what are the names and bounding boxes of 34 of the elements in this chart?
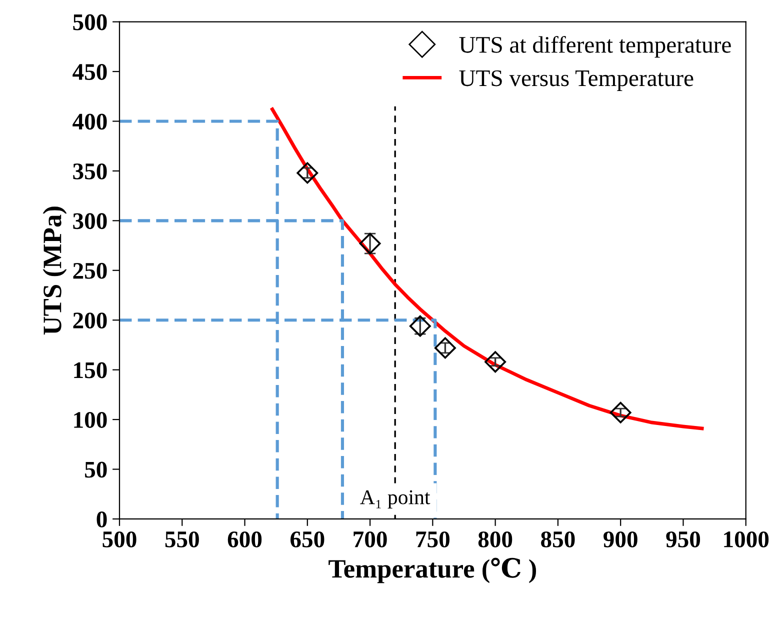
x-tick-label: 550: [165, 531, 199, 548]
point: [359, 232, 381, 254]
point: [610, 402, 632, 424]
x-tick-label: 750: [416, 531, 450, 548]
point: [484, 351, 506, 373]
ref-line-label: A₁ point: [360, 490, 430, 509]
y-tick-label: 350: [73, 163, 107, 180]
y-tick-label: 150: [74, 362, 107, 378]
y-tick-label: 200: [73, 312, 107, 329]
x-tick-label: 650: [290, 531, 324, 548]
y-tick-label: 100: [74, 412, 107, 428]
x-tick-label: 700: [354, 531, 387, 548]
x-tick-label: 500: [102, 531, 136, 548]
legend-label: UTS versus Temperature: [459, 70, 694, 91]
x-tick-label: 1000: [724, 531, 769, 548]
point: [434, 337, 456, 359]
x-tick-label: 850: [541, 531, 575, 548]
y-tick-label: 300: [73, 213, 107, 230]
x-tick-label: 950: [666, 531, 700, 548]
x-tick-label: 800: [478, 531, 512, 548]
point: [296, 162, 318, 184]
line-series: [270, 108, 704, 430]
y-tick-label: 250: [73, 262, 107, 279]
y-tick-label: 400: [72, 114, 107, 130]
y-tick-label: 0: [96, 511, 107, 528]
legend-label: UTS at different temperature: [459, 36, 731, 58]
point: [409, 315, 431, 337]
x-axis-title: Temperature (℃ ): [328, 558, 536, 584]
y-axis-title: UTS (MPa): [42, 206, 67, 335]
y-tick-label: 450: [72, 64, 107, 80]
x-tick-label: 600: [228, 531, 262, 548]
y-tick-label: 500: [73, 14, 107, 30]
y-tick-label: 50: [85, 462, 107, 478]
x-tick-label: 900: [604, 531, 638, 548]
